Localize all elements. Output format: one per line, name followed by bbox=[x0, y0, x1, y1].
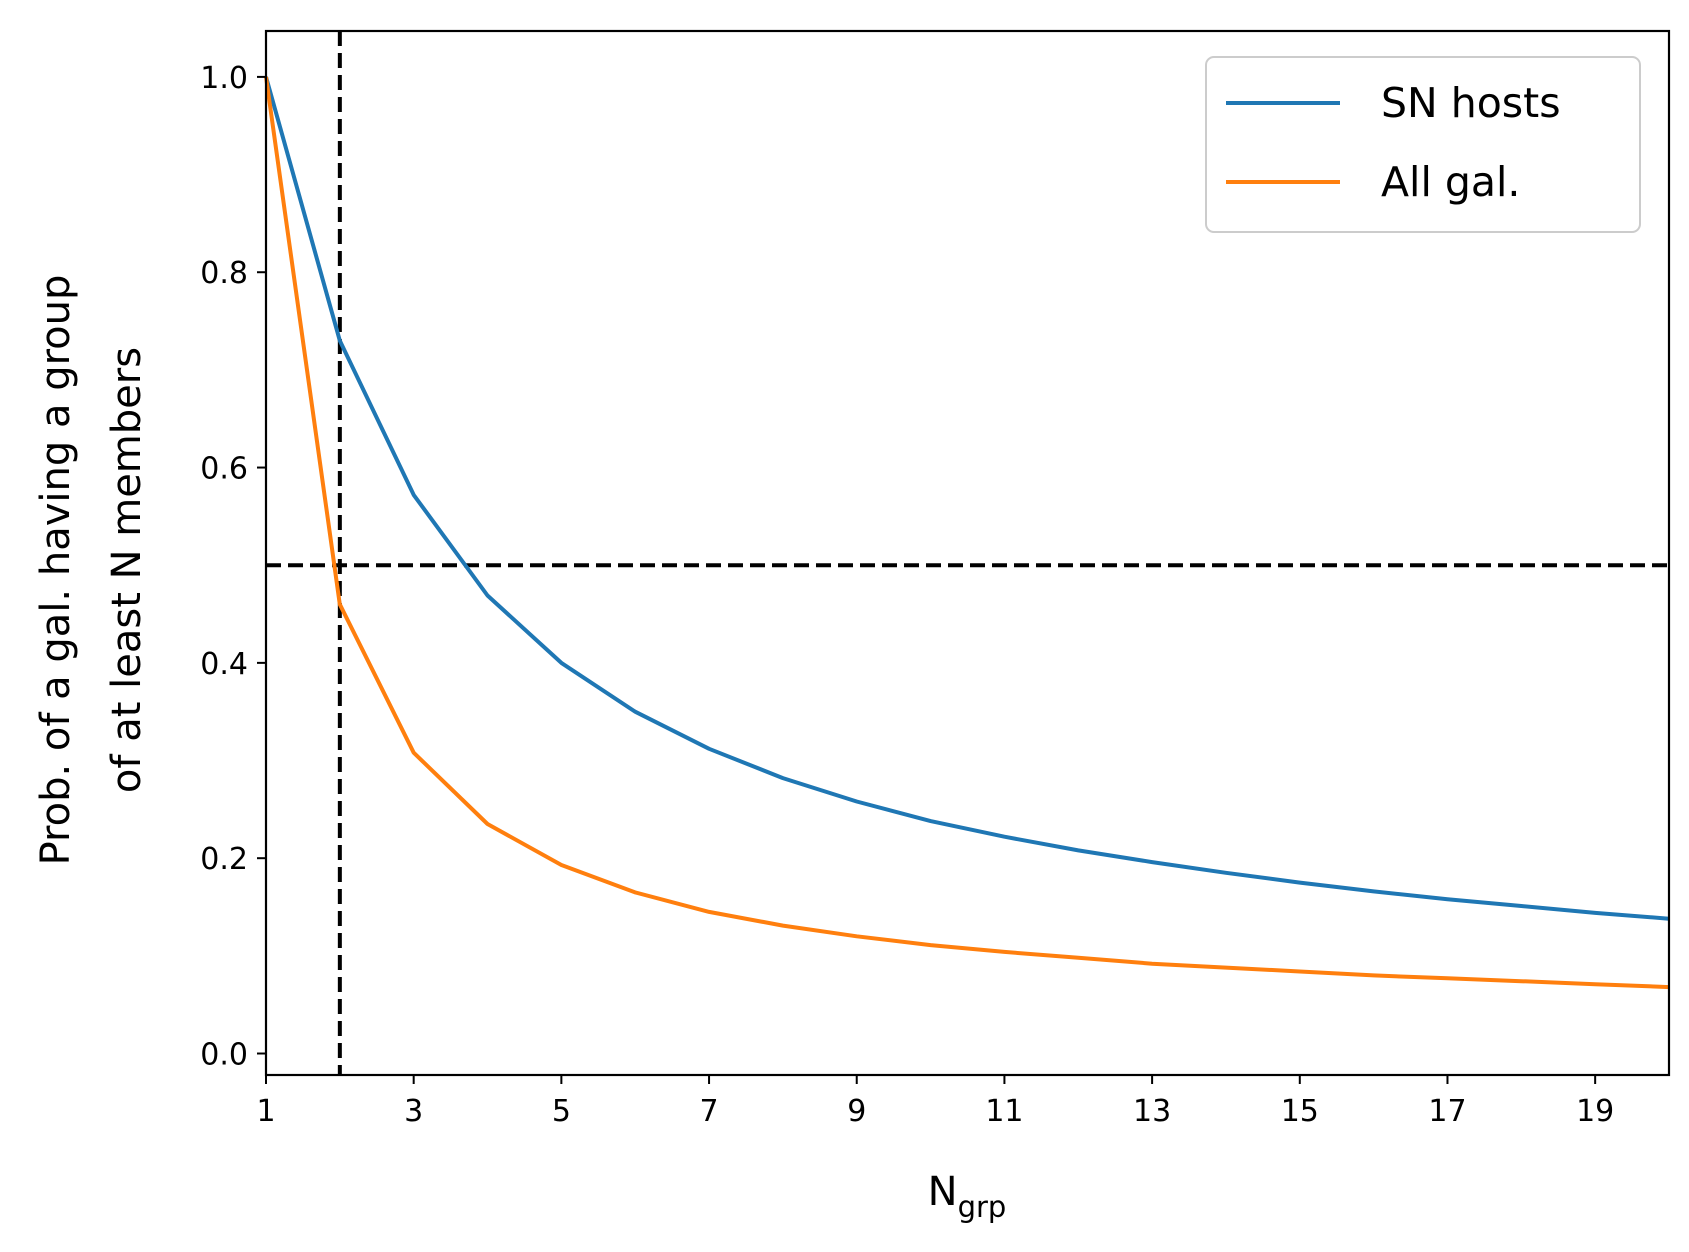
x-axis-label: Ngrp bbox=[928, 1169, 1007, 1224]
x-tick-label: 3 bbox=[404, 1094, 423, 1129]
y-tick-label: 0.6 bbox=[200, 452, 248, 487]
x-tick-label: 13 bbox=[1133, 1094, 1171, 1129]
legend-label-all-gal: All gal. bbox=[1381, 158, 1520, 206]
y-tick-label: 0.8 bbox=[200, 256, 248, 291]
reference-lines bbox=[266, 31, 1669, 1075]
legend: SN hosts All gal. bbox=[1205, 56, 1641, 233]
y-axis-label-line2: of at least N members bbox=[104, 347, 150, 793]
x-tick-label: 1 bbox=[256, 1094, 275, 1129]
series-line-all-gal bbox=[264, 76, 1670, 990]
y-tick-label: 0.2 bbox=[200, 842, 248, 877]
x-tick-label: 15 bbox=[1281, 1094, 1319, 1129]
series-layer bbox=[264, 76, 1670, 990]
x-tick-label: 7 bbox=[700, 1094, 719, 1129]
x-tick-label: 17 bbox=[1428, 1094, 1466, 1129]
y-tick-label: 1.0 bbox=[200, 61, 248, 96]
series-line-sn-hosts bbox=[264, 76, 1670, 921]
y-axis: 0.0 0.2 0.4 0.6 0.8 1.0 bbox=[200, 61, 266, 1073]
y-axis-label: Prob. of a gal. having a group of at lea… bbox=[33, 275, 150, 866]
y-tick-label: 0.4 bbox=[200, 647, 248, 682]
x-tick-label: 19 bbox=[1576, 1094, 1614, 1129]
x-tick-label: 9 bbox=[847, 1094, 866, 1129]
legend-frame bbox=[1205, 56, 1641, 233]
x-axis: 1 3 5 7 9 11 13 15 17 19 bbox=[256, 1075, 1614, 1129]
x-tick-label: 5 bbox=[552, 1094, 571, 1129]
x-axis-label-main: N bbox=[928, 1169, 958, 1215]
y-axis-label-line1: Prob. of a gal. having a group bbox=[33, 275, 79, 866]
legend-label-sn-hosts: SN hosts bbox=[1381, 79, 1561, 127]
x-axis-label-subscript: grp bbox=[958, 1190, 1007, 1224]
plot-frame bbox=[264, 29, 1671, 1077]
x-tick-label: 11 bbox=[985, 1094, 1023, 1129]
y-tick-label: 0.0 bbox=[200, 1038, 248, 1073]
